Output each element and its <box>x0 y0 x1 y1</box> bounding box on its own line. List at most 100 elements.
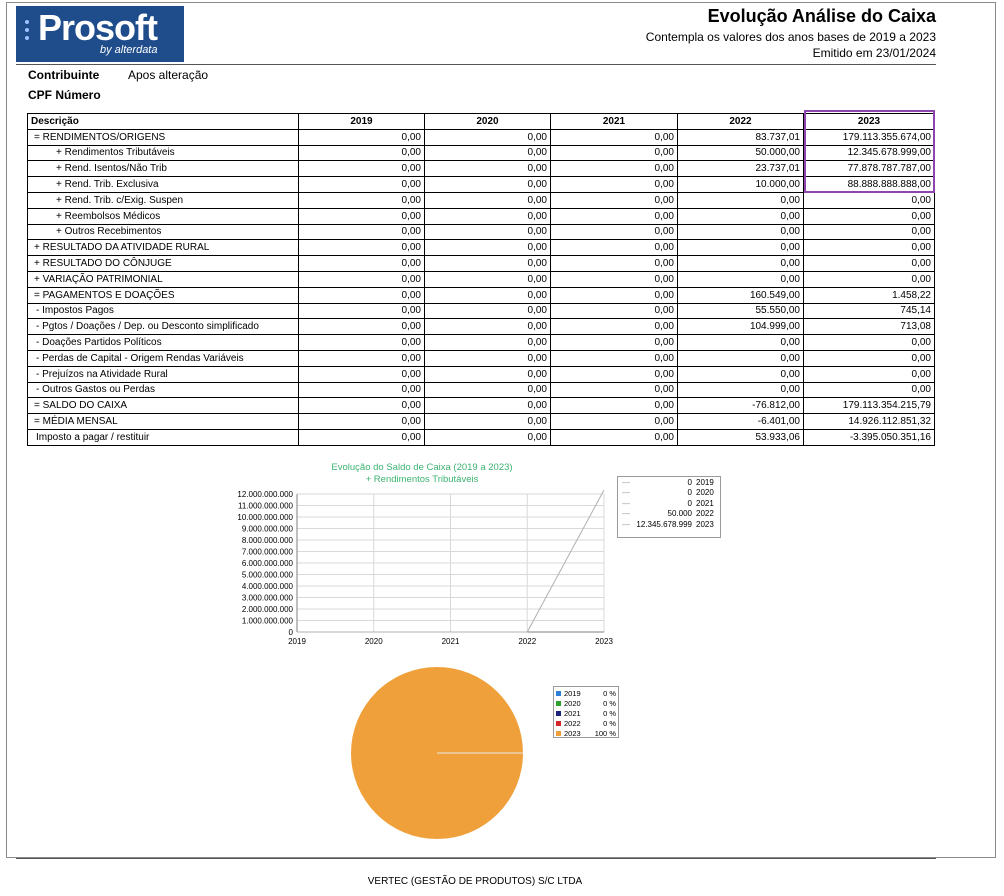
legend-value: 0 <box>687 477 692 487</box>
cell-2019: 0,00 <box>298 334 425 351</box>
cell-2019: 0,00 <box>298 239 425 257</box>
prosoft-logo: Prosoft by alterdata <box>16 6 184 62</box>
cell-2023: 0,00 <box>803 334 935 351</box>
cell-2022: 0,00 <box>677 207 804 225</box>
cell-2020: 0,00 <box>424 334 551 351</box>
cell-2023: 0,00 <box>803 191 935 209</box>
cell-2023: 88.888.888.888,00 <box>803 176 935 193</box>
row-description: - Impostos Pagos <box>27 302 299 320</box>
cell-2019: 0,00 <box>298 318 425 336</box>
y-tick-label: 1.000.000.000 <box>242 617 294 626</box>
footer-divider <box>16 858 936 859</box>
cell-2019: 0,00 <box>298 428 425 446</box>
row-description: = SALDO DO CAIXA <box>27 397 299 415</box>
cell-2020: 0,00 <box>424 176 551 193</box>
column-header: 2019 <box>298 113 425 130</box>
row-description: + Rend. Trib. Exclusiva <box>27 176 299 193</box>
y-tick-label: 11.000.000.000 <box>238 502 294 511</box>
y-tick-label: 12.000.000.000 <box>237 490 293 499</box>
cell-2022: 55.550,00 <box>677 302 804 320</box>
cell-2023: 179.113.355.674,00 <box>803 128 935 146</box>
cell-2020: 0,00 <box>424 270 551 288</box>
table-row: - Perdas de Capital - Origem Rendas Vari… <box>27 349 935 367</box>
cell-2019: 0,00 <box>298 349 425 367</box>
cell-2019: 0,00 <box>298 128 425 146</box>
cell-2023: 713,08 <box>803 318 935 336</box>
legend-year: 2019 <box>696 477 714 487</box>
row-description: = PAGAMENTOS E DOAÇÕES <box>27 286 299 304</box>
x-tick-label: 2019 <box>288 637 306 646</box>
cell-2019: 0,00 <box>298 223 425 241</box>
cell-2019: 0,00 <box>298 365 425 383</box>
table-row: = PAGAMENTOS E DOAÇÕES 0,00 0,00 0,00 160.54… <box>27 286 935 304</box>
y-tick-label: 10.000.000.000 <box>237 513 293 522</box>
table-row: + RESULTADO DO CÔNJUGE 0,00 0,00 0,00 0,00 0,… <box>27 255 935 272</box>
row-description: + VARIAÇÃO PATRIMONIAL <box>27 270 299 288</box>
cell-2020: 0,00 <box>424 255 551 272</box>
row-description: = RENDIMENTOS/ORIGENS <box>27 128 299 146</box>
legend-line-icon: — <box>622 498 630 508</box>
table-row: - Prejuízos na Atividade Rural 0,00 0,00 0,… <box>27 365 935 383</box>
cell-2023: 12.345.678.999,00 <box>803 144 935 162</box>
cell-2022: 0,00 <box>677 349 804 367</box>
cell-2021: 0,00 <box>550 207 678 225</box>
legend-percent: 100 % <box>594 728 616 738</box>
cell-2020: 0,00 <box>424 428 551 446</box>
cell-2023: 0,00 <box>803 270 935 288</box>
row-description: + Outros Recebimentos <box>27 223 299 241</box>
cell-2019: 0,00 <box>298 302 425 320</box>
cell-2021: 0,00 <box>550 334 678 351</box>
y-tick-label: 3.000.000.000 <box>242 594 294 603</box>
cell-2022: 50.000,00 <box>677 144 804 162</box>
y-tick-label: 2.000.000.000 <box>242 605 294 614</box>
legend-year: 2022 <box>696 509 714 519</box>
y-tick-label: 9.000.000.000 <box>242 525 294 534</box>
table-row: - Impostos Pagos 0,00 0,00 0,00 55.550,00 745… <box>27 302 935 320</box>
logo-mark-icon <box>25 20 29 40</box>
legend-year: 2020 <box>696 488 714 498</box>
series-line <box>297 489 605 633</box>
legend-swatch-icon <box>556 690 561 696</box>
cell-2020: 0,00 <box>424 223 551 241</box>
cell-2019: 0,00 <box>298 191 425 209</box>
cell-2023: 0,00 <box>803 349 935 367</box>
x-tick-label: 2020 <box>365 637 383 646</box>
cell-2023: 0,00 <box>803 223 935 241</box>
legend-value: 0 <box>687 498 692 508</box>
cell-2020: 0,00 <box>424 144 551 162</box>
legend-swatch-icon <box>556 710 561 716</box>
cell-2022: 0,00 <box>677 334 804 351</box>
cell-2021: 0,00 <box>550 160 678 178</box>
cell-2023: 77.878.787.787,00 <box>803 160 935 178</box>
row-description: + Reembolsos Médicos <box>27 207 299 225</box>
cell-2023: 1.458,22 <box>803 286 935 304</box>
cell-2021: 0,00 <box>550 397 678 415</box>
cell-2022: 0,00 <box>677 239 804 257</box>
cell-2022: 0,00 <box>677 223 804 241</box>
legend-line-icon: — <box>622 477 630 487</box>
cell-2019: 0,00 <box>298 176 425 193</box>
row-description: - Prejuízos na Atividade Rural <box>27 365 299 383</box>
cell-2020: 0,00 <box>424 286 551 304</box>
column-header: 2023 <box>803 113 935 130</box>
cell-2021: 0,00 <box>550 428 678 446</box>
contribuinte-label: Contribuinte <box>28 68 100 82</box>
legend-entry: 2019 0 % <box>556 688 616 698</box>
cell-2019: 0,00 <box>298 144 425 162</box>
cell-2020: 0,00 <box>424 160 551 178</box>
legend-entry: — 12.345.678.999 2023 <box>618 519 720 530</box>
y-tick-label: 8.000.000.000 <box>242 536 294 545</box>
y-tick-label: 4.000.000.000 <box>242 582 294 591</box>
cell-2022: 160.549,00 <box>677 286 804 304</box>
cell-2023: 0,00 <box>803 381 935 399</box>
legend-entry: — 0 2020 <box>618 488 720 499</box>
row-description: - Pgtos / Doações / Dep. ou Desconto sim… <box>27 318 299 336</box>
row-description: + Rendimentos Tributáveis <box>27 144 299 162</box>
line-chart: 0 1.000.000.000 2.000.000.000 3.000.000.000… <box>237 489 613 646</box>
cell-2022: -6.401,00 <box>677 413 804 430</box>
cell-2023: 0,00 <box>803 207 935 225</box>
table-row: + Rend. Trib. Exclusiva 0,00 0,00 0,00 10.00… <box>27 176 935 193</box>
x-tick-label: 2022 <box>518 637 536 646</box>
cell-2023: 14.926.112.851,32 <box>803 413 935 430</box>
legend-percent: 0 % <box>603 698 616 708</box>
